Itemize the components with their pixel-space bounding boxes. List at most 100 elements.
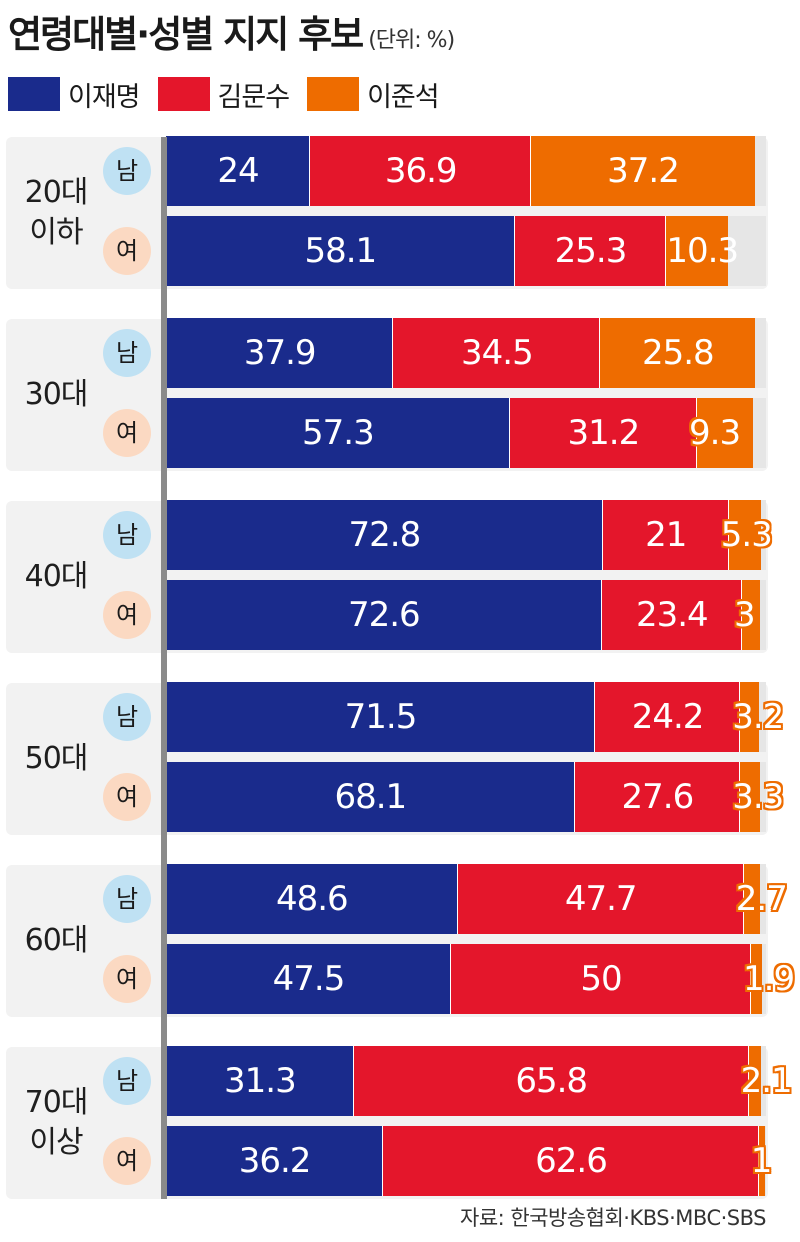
bar-segment (166, 398, 510, 468)
bar-segment (740, 762, 760, 832)
bar-segment (310, 136, 532, 206)
bar-track: 37.9 34.5 25.8 (166, 318, 766, 388)
age-group-label-line: 70대 (24, 1085, 89, 1120)
legend-item-lee-jaemyung: 이재명 (8, 75, 141, 114)
bar-value-label: 50 (580, 959, 622, 999)
bar-track: 48.6 47.7 2.7 (166, 864, 788, 934)
bar-value-label: 31.2 (567, 413, 641, 453)
bar-value-label: 62.6 (535, 1141, 608, 1181)
bar-segment (166, 944, 451, 1014)
legend-swatch (8, 77, 60, 111)
bar-value-label: 25.8 (641, 333, 715, 373)
bar-segment (728, 500, 761, 570)
age-group-label-line: 20대 (24, 175, 89, 210)
bar-segment (166, 1046, 354, 1116)
female-badge: 여 (103, 227, 151, 275)
age-group-label: 50대 (6, 739, 106, 779)
bar-track: 72.6 23.4 3 (166, 580, 766, 650)
legend-label: 이재명 (68, 81, 141, 113)
bar-value-label: 68.1 (334, 777, 407, 817)
bar-value-label: 36.9 (384, 151, 458, 191)
age-group-label-line: 이상 (29, 1125, 83, 1160)
bar-value-label: 3.2 (732, 697, 784, 737)
bar-track: 47.5 50 1.9 (166, 944, 795, 1014)
female-badge: 여 (103, 409, 151, 457)
bar-segment (697, 398, 753, 468)
bar-segment (166, 216, 515, 286)
bar-segment (393, 318, 601, 388)
bar-value-label: 71.5 (344, 697, 418, 737)
bar-track: 71.5 24.2 3.2 (166, 682, 784, 752)
age-group-label-line: 30대 (24, 377, 89, 412)
legend-label: 이준석 (367, 81, 440, 113)
chart-title: 연령대별·성별 지지 후보 (단위: %) (8, 4, 455, 58)
bar-segment (742, 580, 760, 650)
bar-segment (758, 1126, 765, 1196)
bar-segment (751, 944, 763, 1014)
male-badge: 남 (103, 511, 151, 559)
bar-value-label: 25.3 (554, 231, 628, 271)
bar-value-label: 37.9 (243, 333, 317, 373)
legend-swatch (157, 77, 210, 111)
male-badge: 남 (103, 1057, 151, 1105)
bar-value-label: 21 (645, 515, 687, 555)
bar-value-label: 3.3 (732, 777, 784, 817)
female-badge: 여 (103, 955, 151, 1003)
bar-segment (743, 864, 760, 934)
legend-item-lee-junseok: 이준석 (307, 75, 440, 114)
bar-value-label: 72.8 (348, 515, 422, 555)
bar-value-label: 58.1 (304, 231, 377, 271)
age-group-label-line: 60대 (24, 923, 89, 958)
bar-segment (166, 1126, 384, 1196)
age-group-label-line: 이하 (29, 215, 83, 250)
bar-segment (600, 318, 756, 388)
male-badge: 남 (103, 147, 151, 195)
bar-segment (353, 1046, 749, 1116)
bar-segment (740, 682, 760, 752)
legend-label: 김문수 (217, 81, 291, 113)
bar-value-label: 31.3 (224, 1061, 297, 1101)
male-badge: 남 (103, 329, 151, 377)
bar-value-label: 27.6 (621, 777, 695, 817)
bar-value-label: 34.5 (461, 333, 534, 373)
bar-value-label: 57.3 (302, 413, 375, 453)
bar-segment (574, 762, 741, 832)
bar-value-label: 48.6 (275, 879, 349, 919)
bar-track: 31.3 65.8 2.1 (166, 1046, 793, 1116)
source-note: 자료: 한국방송협회·KBS·MBC·SBS (460, 1206, 767, 1230)
title-text: 연령대별·성별 지지 후보 (8, 13, 364, 56)
bar-segment (595, 682, 741, 752)
age-group-label-line: 40대 (24, 559, 89, 594)
bar-value-label: 47.7 (564, 879, 638, 919)
bar-track: 68.1 27.6 3.3 (166, 762, 784, 832)
bar-segment (166, 136, 310, 206)
bar-segment (166, 580, 602, 650)
female-badge: 여 (103, 773, 151, 821)
bar-segment (531, 136, 755, 206)
age-group-label-line: 50대 (24, 741, 89, 776)
bar-value-label: 72.6 (347, 595, 421, 635)
bar-value-label: 47.5 (272, 959, 346, 999)
bar-value-label: 1.9 (743, 959, 795, 999)
bar-track: 36.2 62.6 1 (166, 1126, 772, 1196)
bar-segment (601, 580, 742, 650)
age-group-label: 30대 (6, 375, 106, 415)
bar-value-label: 65.8 (515, 1061, 588, 1101)
bar-track: 57.3 31.2 9.3 (166, 398, 766, 468)
bar-segment (451, 944, 751, 1014)
bar-value-label: 1 (750, 1141, 773, 1181)
bar-segment (166, 762, 575, 832)
bar-value-label: 3 (734, 595, 756, 635)
bar-value-label: 24.2 (631, 697, 705, 737)
bar-segment (602, 500, 729, 570)
bar-track: 24 36.9 37.2 (166, 136, 766, 206)
bar-segment (166, 864, 458, 934)
bar-segment (166, 682, 595, 752)
bar-value-label: 37.2 (607, 151, 680, 191)
age-group-label: 40대 (6, 557, 106, 597)
unit-label: (단위: %) (368, 28, 455, 53)
bar-value-label: 2.1 (740, 1061, 793, 1101)
bar-value-label: 10.3 (666, 231, 739, 271)
legend-item-kim-moonsoo: 김문수 (157, 75, 291, 114)
